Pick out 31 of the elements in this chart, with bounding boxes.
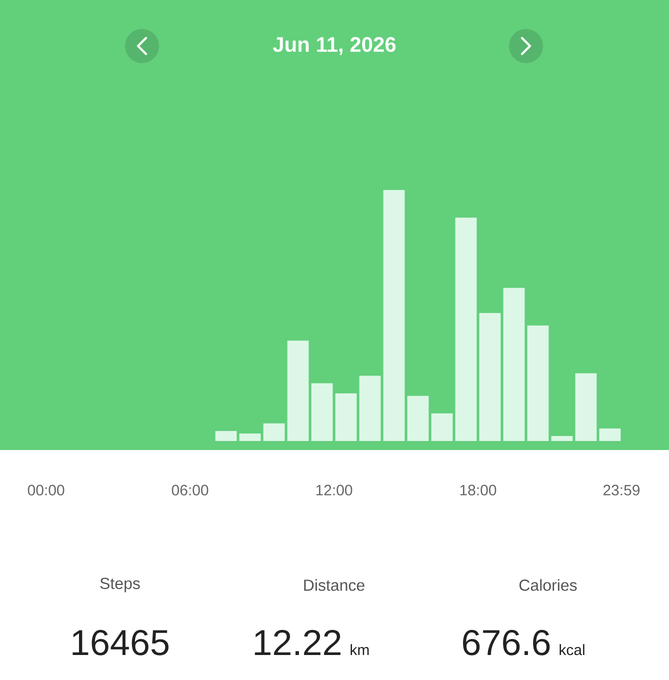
text: Distance [304,579,364,591]
bar [503,288,525,442]
bar [335,393,357,442]
bar [551,436,573,442]
text: km [350,644,369,655]
text: kcal [560,644,584,656]
bar [479,312,501,442]
text: 16465 [72,630,169,656]
bar [359,376,381,442]
bar [311,383,333,442]
bar [239,433,261,442]
bar [407,396,429,442]
text: Steps [100,578,140,592]
text: Calories [519,579,577,591]
bar [575,373,597,442]
bar [215,430,237,442]
chart-title: Jun 11, 2026 [272,37,396,55]
bar [431,413,453,442]
bar [599,428,621,442]
bar [383,190,405,442]
x-tick-label: 00:00 [28,484,64,496]
x-tick-label: 12:00 [316,484,352,496]
bar [455,218,477,442]
text: 12.22 [254,630,340,655]
x-tick-label: 06:00 [172,484,208,496]
x-tick-label: 18:00 [460,484,496,496]
text: 676.6 [463,630,550,656]
bar [263,423,285,442]
bar [527,326,549,442]
bar [287,340,309,442]
x-tick-label: 23:59 [603,484,640,496]
